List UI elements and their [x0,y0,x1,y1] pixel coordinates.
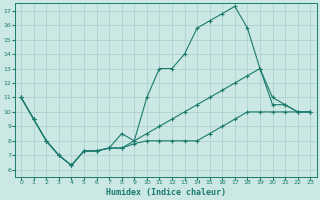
X-axis label: Humidex (Indice chaleur): Humidex (Indice chaleur) [106,188,226,197]
